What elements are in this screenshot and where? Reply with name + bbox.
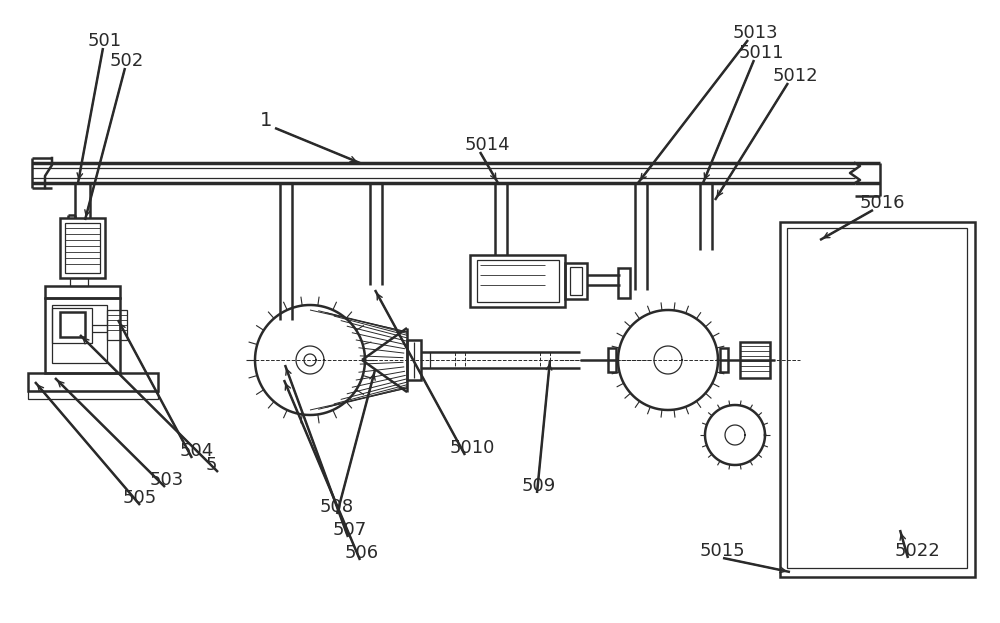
- Bar: [407, 340, 421, 380]
- Bar: [608, 348, 616, 372]
- Bar: [52, 305, 107, 363]
- Text: 1: 1: [260, 112, 272, 130]
- Bar: [780, 222, 975, 577]
- Text: 5: 5: [206, 456, 218, 474]
- Text: 504: 504: [180, 442, 214, 460]
- Bar: [65, 223, 100, 273]
- Bar: [28, 373, 158, 391]
- Text: 501: 501: [88, 32, 122, 50]
- Text: 5010: 5010: [450, 439, 495, 457]
- Bar: [720, 348, 728, 372]
- Text: 5012: 5012: [773, 67, 819, 85]
- Text: 503: 503: [150, 471, 184, 489]
- Bar: [52, 308, 92, 343]
- Text: 5011: 5011: [739, 44, 784, 62]
- Bar: [618, 268, 630, 298]
- Bar: [28, 391, 158, 399]
- Bar: [740, 342, 770, 378]
- Text: 505: 505: [123, 489, 157, 507]
- Bar: [565, 263, 587, 299]
- Bar: [45, 298, 120, 373]
- Bar: [107, 310, 127, 340]
- Bar: [787, 228, 967, 568]
- Bar: [60, 312, 85, 337]
- Bar: [60, 218, 105, 278]
- Text: 5014: 5014: [465, 136, 511, 154]
- Text: 5015: 5015: [700, 542, 746, 560]
- Text: 507: 507: [333, 521, 367, 539]
- Text: 502: 502: [110, 52, 144, 70]
- Bar: [477, 260, 559, 302]
- Bar: [70, 278, 88, 286]
- Text: 5013: 5013: [733, 24, 779, 42]
- Text: 5016: 5016: [860, 194, 906, 212]
- Bar: [570, 267, 582, 295]
- Bar: [45, 286, 120, 298]
- Bar: [470, 255, 565, 307]
- Text: 509: 509: [522, 477, 556, 495]
- Text: 506: 506: [345, 544, 379, 562]
- Text: 5022: 5022: [895, 542, 941, 560]
- Text: 508: 508: [320, 498, 354, 516]
